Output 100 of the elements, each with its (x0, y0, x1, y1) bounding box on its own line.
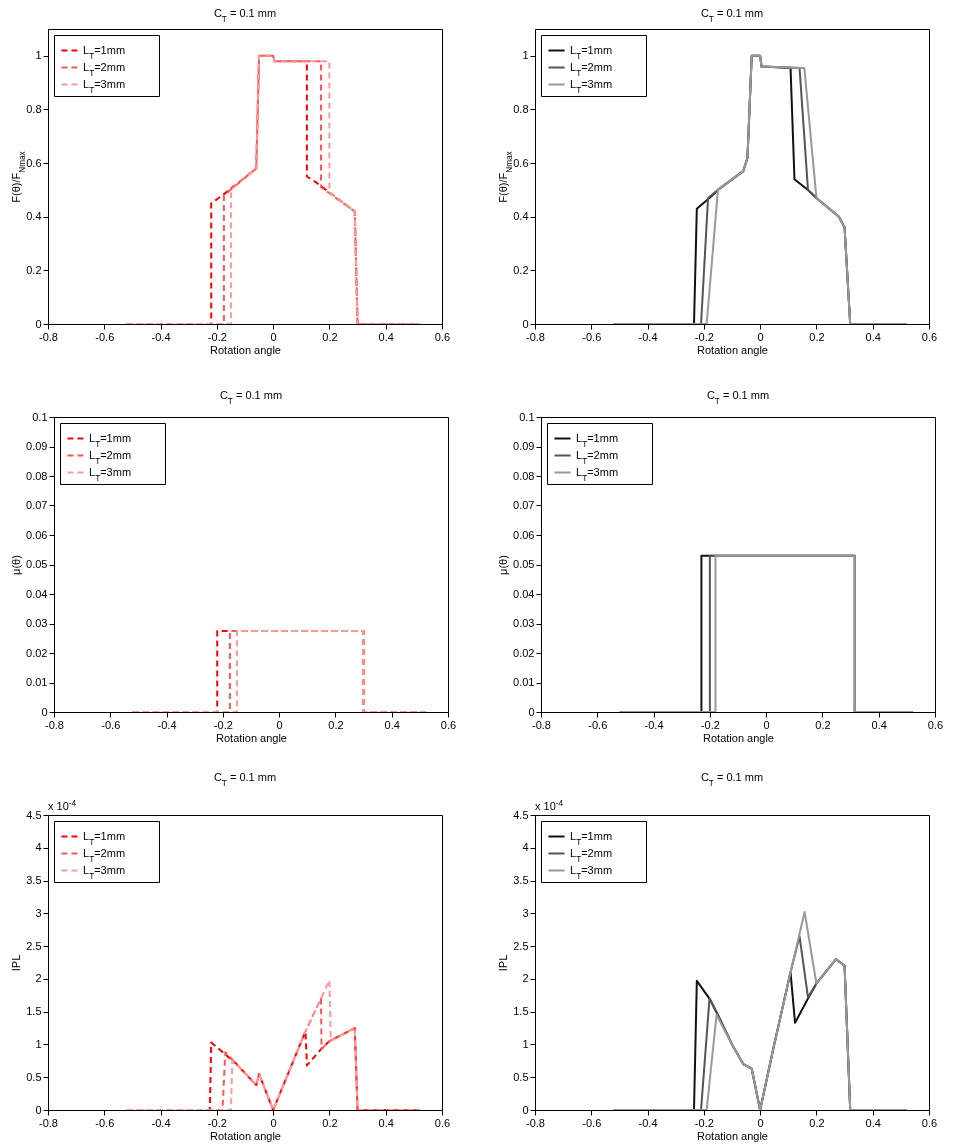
y-tick-label: 0.07 (513, 499, 535, 511)
chart-title: C$_{T}$ = 0.1 mm (219, 389, 283, 406)
y-tick-label: 0.6 (513, 156, 529, 169)
y-tick-label: 0 (35, 317, 42, 330)
x-tick-label: 0.2 (328, 718, 344, 731)
y-tick-label: 0.08 (26, 469, 48, 482)
y-axis-title: IPL (497, 954, 510, 972)
y-tick-label: 0.4 (513, 210, 529, 223)
legend-label: L$_{T}$=2mm (570, 846, 613, 863)
x-tick-label: -0.8 (526, 330, 545, 343)
y-axis-title: IPL (10, 954, 23, 972)
y-tick-label: 0.1 (519, 410, 535, 423)
text: x 10$^{-4}$ (535, 798, 564, 812)
x-tick-label: -0.4 (638, 1116, 658, 1129)
y-tick-label: 0.09 (26, 440, 48, 452)
y-tick-label: 0 (522, 317, 529, 330)
y-tick-label: 0.2 (26, 263, 42, 276)
x-axis-title: Rotation angle (697, 343, 768, 356)
x-tick-label: 0.2 (322, 330, 338, 343)
legend-label: L$_{T}$=1mm (83, 43, 126, 60)
x-tick-label: -0.8 (39, 330, 58, 343)
y-tick-label: 0 (528, 705, 535, 718)
y-tick-label: 0 (522, 1103, 529, 1116)
y-tick-label: 0.05 (513, 558, 535, 570)
x-tick-label: 0 (757, 330, 764, 343)
x-tick-label: 0.2 (322, 1116, 338, 1129)
y-tick-label: 0.05 (26, 558, 48, 570)
x-tick-label: 0.6 (927, 718, 944, 731)
chart-title: C$_{T}$ = 0.1 mm (706, 389, 770, 406)
x-tick-label: 0.6 (921, 330, 938, 343)
legend-label: L$_{T}$=2mm (570, 60, 613, 77)
legend-label: L$_{T}$=3mm (570, 77, 613, 94)
x-tick-label: 0.4 (865, 330, 881, 343)
x-tick-label: -0.4 (151, 1116, 171, 1129)
y-tick-label: 0 (35, 1103, 42, 1116)
y-tick-label: 0.09 (513, 440, 535, 452)
x-tick-label: 0 (270, 1116, 277, 1129)
y-tick-label: 0.07 (26, 499, 48, 511)
y-tick-label: 0.02 (513, 646, 535, 659)
x-tick-label: 0.6 (434, 1116, 451, 1129)
legend-label: L$_{T}$=1mm (570, 829, 613, 846)
x-tick-label: -0.4 (644, 718, 664, 731)
x-tick-label: -0.6 (582, 330, 602, 343)
y-tick-label: 0.04 (26, 587, 48, 600)
y-tick-label: 0.04 (513, 587, 535, 600)
x-tick-label: -0.6 (95, 1116, 115, 1129)
x-tick-label: -0.6 (588, 718, 608, 731)
y-tick-label: 0.5 (513, 1070, 529, 1083)
y-tick-label: 0.2 (513, 263, 529, 276)
x-tick-label: 0.4 (378, 330, 394, 343)
x-axis-title: Rotation angle (216, 731, 287, 744)
x-tick-label: 0.6 (921, 1116, 938, 1129)
x-tick-label: 0.2 (815, 718, 831, 731)
y-tick-label: 1 (35, 49, 42, 62)
x-tick-label: -0.8 (39, 1116, 58, 1129)
y-tick-label: 0 (41, 705, 48, 718)
x-tick-label: 0.4 (871, 718, 887, 731)
x-tick-label: -0.2 (207, 1116, 227, 1129)
y-tick-label: 0.03 (26, 617, 48, 629)
y-tick-label: 0.01 (26, 676, 48, 688)
y-tick-label: 0.08 (513, 469, 535, 482)
x-tick-label: -0.2 (207, 330, 227, 343)
x-tick-label: 0 (270, 330, 277, 343)
x-tick-label: -0.2 (694, 330, 714, 343)
x-tick-label: 0.2 (809, 330, 825, 343)
x-axis-title: Rotation angle (703, 731, 774, 744)
x-tick-label: -0.2 (694, 1116, 714, 1129)
y-tick-label: 1 (35, 1037, 42, 1050)
y-tick-label: 0.01 (513, 676, 535, 688)
legend-label: L$_{T}$=2mm (83, 846, 126, 863)
x-axis-title: Rotation angle (210, 1129, 281, 1142)
x-tick-label: 0.6 (440, 718, 457, 731)
x-tick-label: -0.2 (213, 718, 233, 731)
x-axis-title: Rotation angle (210, 343, 281, 356)
x-tick-label: -0.2 (700, 718, 720, 731)
y-tick-label: 1 (522, 1037, 529, 1050)
y-tick-label: 1 (522, 49, 529, 62)
y-tick-label: 4 (522, 841, 529, 854)
legend-label: L$_{T}$=1mm (570, 43, 613, 60)
x-tick-label: -0.6 (582, 1116, 602, 1129)
x-tick-label: -0.8 (526, 1116, 545, 1129)
y-tick-label: 4 (35, 841, 42, 854)
y-tick-label: 0.5 (26, 1070, 42, 1083)
x-tick-label: 0.6 (434, 330, 451, 343)
legend-label: L$_{T}$=3mm (83, 863, 126, 880)
y-tick-label: 2.5 (513, 939, 529, 952)
legend-label: L$_{T}$=3mm (570, 863, 613, 880)
x-tick-label: 0 (757, 1116, 764, 1129)
x-tick-label: 0 (276, 718, 283, 731)
y-tick-label: 0.8 (26, 102, 42, 115)
chart-title: C$_{T}$ = 0.1 mm (700, 771, 764, 788)
x-tick-label: -0.8 (45, 718, 64, 731)
y-tick-label: 3 (35, 906, 42, 919)
y-tick-label: 0.4 (26, 210, 42, 223)
y-tick-label: 0.8 (513, 102, 529, 115)
y-tick-label: 0.6 (26, 156, 42, 169)
legend-label: L$_{T}$=1mm (83, 829, 126, 846)
x-tick-label: -0.4 (638, 330, 658, 343)
y-tick-label: 3.5 (26, 874, 42, 887)
y-tick-label: 0.03 (513, 617, 535, 629)
